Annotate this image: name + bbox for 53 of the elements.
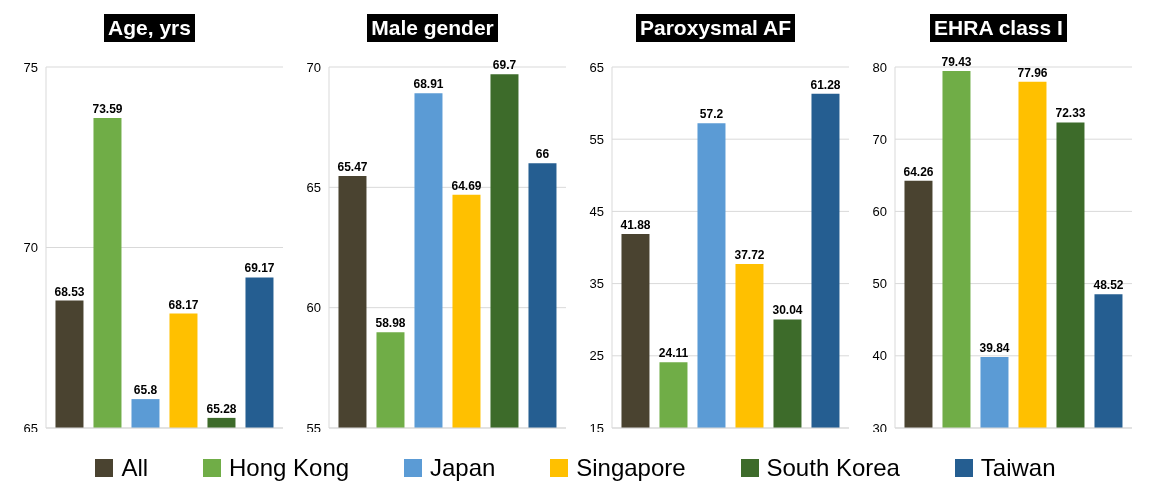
data-label: 58.98 bbox=[375, 316, 406, 331]
data-label: 41.88 bbox=[620, 217, 651, 232]
y-tick-label: 30 bbox=[872, 420, 887, 436]
legend-label: Taiwan bbox=[980, 454, 1056, 482]
y-tick-label: 80 bbox=[872, 59, 887, 75]
chart-title: EHRA class I bbox=[930, 14, 1067, 42]
y-tick-label: 55 bbox=[589, 131, 604, 147]
data-label: 68.53 bbox=[54, 284, 85, 299]
y-tick-label: 40 bbox=[872, 348, 887, 364]
y-tick-label: 25 bbox=[589, 348, 604, 364]
y-tick-label: 65 bbox=[589, 59, 604, 75]
data-label: 69.7 bbox=[492, 58, 517, 73]
y-tick-label: 60 bbox=[872, 204, 887, 220]
data-label: 79.43 bbox=[941, 55, 972, 70]
y-tick-label: 60 bbox=[306, 300, 321, 316]
data-label: 72.33 bbox=[1055, 106, 1086, 121]
y-tick-label: 70 bbox=[872, 131, 887, 147]
data-label: 30.04 bbox=[772, 303, 803, 318]
data-label: 57.2 bbox=[699, 107, 724, 122]
y-tick-label: 70 bbox=[306, 59, 321, 75]
y-tick-label: 65 bbox=[23, 420, 38, 436]
data-label: 65.47 bbox=[337, 160, 368, 175]
y-tick-label: 55 bbox=[306, 420, 321, 436]
y-tick-label: 35 bbox=[589, 276, 604, 292]
data-label: 69.17 bbox=[244, 261, 275, 276]
data-label: 65.8 bbox=[133, 383, 158, 398]
data-label: 66 bbox=[535, 147, 550, 162]
data-label: 64.69 bbox=[451, 178, 482, 193]
legend-label: Japan bbox=[429, 454, 496, 482]
legend-label: Hong Kong bbox=[228, 454, 350, 482]
data-label: 77.96 bbox=[1017, 65, 1048, 80]
data-label: 68.91 bbox=[413, 77, 444, 92]
y-tick-label: 65 bbox=[306, 179, 321, 195]
y-tick-label: 50 bbox=[872, 276, 887, 292]
data-label: 48.52 bbox=[1093, 278, 1124, 293]
data-label: 73.59 bbox=[92, 101, 123, 116]
data-label: 61.28 bbox=[810, 77, 841, 92]
data-label: 64.26 bbox=[903, 164, 934, 179]
legend-label: South Korea bbox=[766, 454, 900, 482]
chart-title: Male gender bbox=[367, 14, 498, 42]
data-label: 24.11 bbox=[658, 346, 689, 361]
y-tick-label: 45 bbox=[589, 204, 604, 220]
y-tick-label: 75 bbox=[23, 59, 38, 75]
data-label: 37.72 bbox=[734, 247, 765, 262]
chart-title: Paroxysmal AF bbox=[636, 14, 795, 42]
legend-label: Singapore bbox=[576, 454, 686, 482]
legend-label: All bbox=[121, 454, 149, 482]
data-label: 65.28 bbox=[206, 401, 237, 416]
data-label: 39.84 bbox=[979, 340, 1010, 355]
data-label: 68.17 bbox=[168, 297, 199, 312]
chart-title: Age, yrs bbox=[104, 14, 195, 42]
y-tick-label: 15 bbox=[589, 420, 604, 436]
y-tick-label: 70 bbox=[23, 240, 38, 256]
